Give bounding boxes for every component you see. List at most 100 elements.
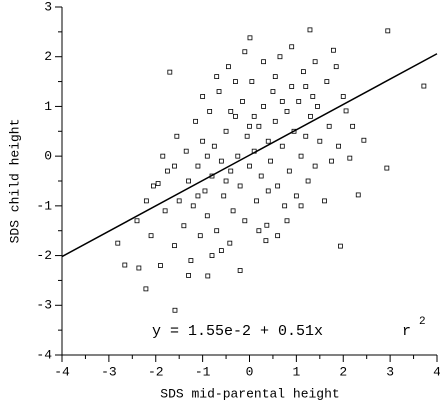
point bbox=[279, 143, 285, 149]
y-tick-label: -1 bbox=[36, 198, 52, 213]
x-axis-label: SDS mid-parental height bbox=[160, 386, 339, 401]
point bbox=[272, 74, 278, 79]
x-tick-label: -4 bbox=[54, 364, 70, 379]
x-tick-label: 4 bbox=[433, 364, 440, 379]
point bbox=[263, 238, 269, 244]
y-tick-label: -3 bbox=[36, 298, 52, 313]
point bbox=[298, 153, 304, 159]
point bbox=[186, 178, 191, 184]
point bbox=[343, 108, 349, 114]
point bbox=[218, 158, 224, 164]
point bbox=[329, 158, 334, 164]
point bbox=[284, 218, 290, 224]
point bbox=[172, 243, 177, 249]
point bbox=[275, 183, 281, 189]
point bbox=[333, 64, 339, 70]
point bbox=[331, 47, 336, 53]
point bbox=[256, 123, 262, 129]
y-axis-label: SDS child height bbox=[7, 119, 22, 244]
point bbox=[270, 89, 276, 94]
point bbox=[228, 168, 234, 174]
point bbox=[162, 208, 168, 214]
point bbox=[230, 208, 236, 214]
point bbox=[249, 79, 255, 84]
point bbox=[240, 99, 245, 104]
point bbox=[223, 128, 229, 134]
point bbox=[272, 118, 278, 124]
point bbox=[307, 27, 313, 33]
point bbox=[165, 168, 170, 174]
point bbox=[303, 133, 309, 139]
point bbox=[176, 198, 182, 204]
y-tick-label: 3 bbox=[44, 0, 52, 14]
point bbox=[338, 243, 343, 249]
point bbox=[197, 233, 203, 239]
point bbox=[115, 240, 121, 246]
point bbox=[312, 163, 318, 169]
point bbox=[233, 79, 238, 84]
point bbox=[205, 273, 211, 279]
point bbox=[324, 79, 330, 84]
point bbox=[143, 198, 149, 204]
point bbox=[282, 203, 288, 209]
point bbox=[233, 113, 238, 119]
point bbox=[172, 307, 178, 313]
point bbox=[317, 138, 323, 144]
fit-line bbox=[61, 53, 438, 258]
point bbox=[289, 84, 295, 89]
r-superscript: 2 bbox=[419, 316, 426, 328]
point bbox=[148, 233, 154, 239]
point bbox=[305, 178, 311, 184]
point bbox=[204, 213, 210, 219]
point bbox=[136, 265, 142, 271]
point bbox=[303, 84, 309, 89]
point bbox=[188, 258, 194, 263]
point bbox=[247, 123, 252, 129]
point bbox=[242, 49, 248, 55]
point bbox=[174, 133, 180, 139]
point bbox=[223, 178, 229, 184]
y-tick-label: 2 bbox=[44, 49, 52, 64]
y-tick-label: 1 bbox=[44, 99, 52, 114]
point bbox=[254, 198, 259, 204]
point bbox=[350, 123, 356, 129]
point bbox=[172, 163, 177, 169]
x-tick-label: 1 bbox=[292, 364, 300, 379]
point bbox=[214, 228, 220, 234]
point bbox=[193, 118, 198, 124]
point bbox=[160, 153, 166, 159]
point bbox=[218, 248, 224, 254]
y-tick-label: 0 bbox=[44, 149, 52, 164]
point bbox=[216, 89, 222, 94]
point bbox=[326, 123, 332, 129]
point bbox=[209, 253, 215, 258]
point bbox=[186, 273, 191, 278]
point bbox=[286, 168, 292, 174]
point bbox=[167, 69, 173, 75]
point bbox=[204, 153, 210, 159]
point bbox=[211, 143, 217, 149]
x-tick-label: 3 bbox=[386, 364, 394, 379]
y-tick-label: -4 bbox=[36, 347, 52, 362]
point bbox=[296, 99, 302, 104]
point bbox=[122, 262, 128, 268]
point bbox=[268, 158, 273, 164]
point bbox=[247, 163, 252, 169]
y-tick-label: -2 bbox=[36, 248, 52, 263]
x-tick-label: -1 bbox=[195, 364, 211, 379]
point bbox=[361, 137, 367, 143]
point bbox=[308, 113, 313, 119]
point bbox=[264, 222, 270, 228]
x-tick-label: 2 bbox=[339, 364, 347, 379]
point bbox=[284, 109, 290, 114]
point bbox=[384, 165, 390, 171]
point bbox=[315, 104, 320, 109]
point bbox=[310, 94, 316, 99]
point bbox=[293, 193, 299, 199]
point bbox=[251, 113, 257, 119]
point bbox=[221, 193, 227, 199]
point bbox=[336, 143, 341, 149]
point bbox=[298, 203, 304, 209]
point bbox=[265, 188, 271, 194]
